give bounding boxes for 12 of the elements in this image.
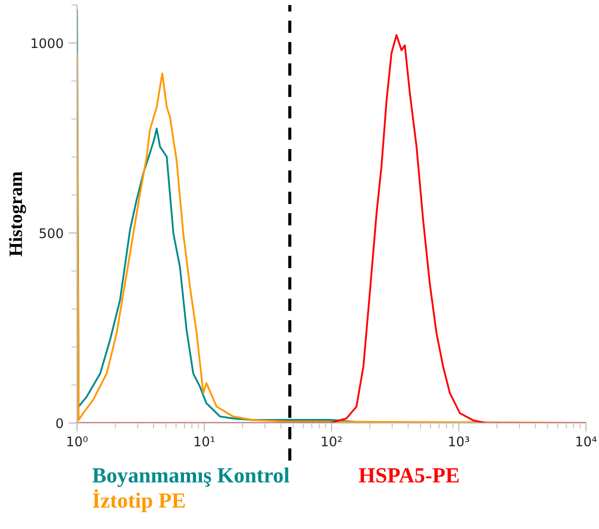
text: HSPA5-PE (358, 468, 459, 483)
text: İztotip PE (92, 489, 185, 512)
y-axis-title: Histogram (8, 172, 26, 256)
x-tick-label: 10⁴ (576, 436, 597, 446)
y-tick-label: 1000 (32, 38, 63, 48)
text: Boyanmamış Kontrol (92, 467, 290, 488)
y-tick-label: 0 (56, 418, 63, 428)
y-tick-label: 500 (40, 228, 63, 238)
x-tick-label: 10³ (449, 436, 470, 446)
x-tick-label: 10² (322, 436, 342, 446)
x-tick-label: 10⁰ (67, 436, 88, 446)
x-tick-label: 10¹ (194, 436, 215, 446)
